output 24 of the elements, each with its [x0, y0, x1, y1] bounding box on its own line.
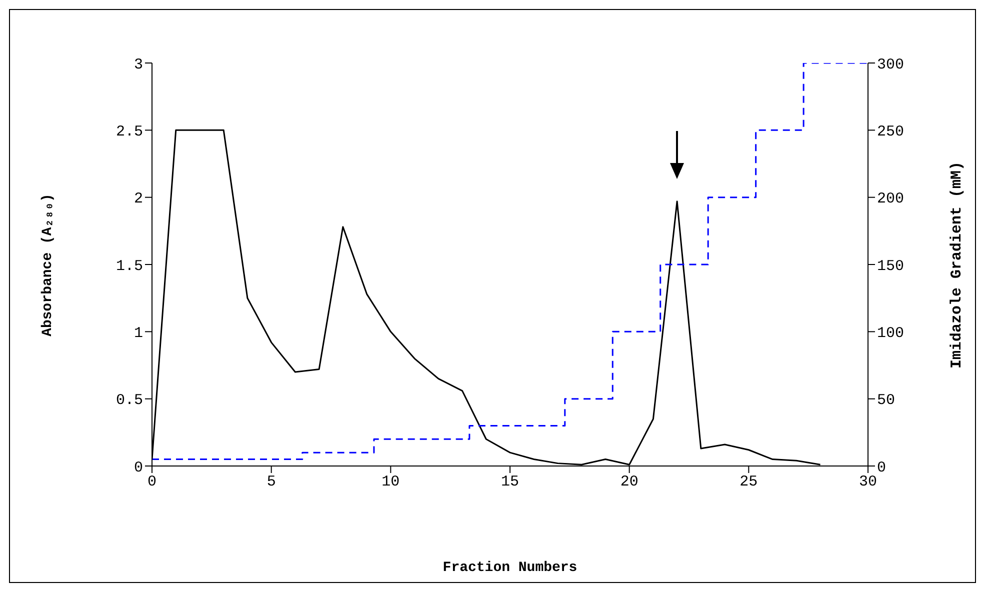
x-tick-label: 20: [620, 474, 638, 491]
x-tick-label: 15: [500, 474, 520, 491]
y-tick-label: 2: [134, 190, 143, 208]
y-tick-label: 0.5: [116, 392, 143, 410]
y2-tick-label: 150: [877, 258, 904, 275]
y2-tick-label: 200: [877, 190, 904, 208]
x-axis-title: Fraction Numbers: [442, 560, 578, 576]
y2-tick-label: 100: [877, 324, 904, 342]
x-tick-label: 30: [858, 474, 878, 491]
x-tick-label: 10: [382, 474, 400, 491]
y2-tick-label: 250: [877, 123, 904, 140]
y-tick-label: 1: [134, 324, 143, 342]
x-tick-label: 25: [740, 474, 758, 491]
y-tick-label: 2.5: [116, 123, 143, 140]
y2-tick-label: 300: [877, 56, 904, 74]
y-tick-label: 1.5: [116, 258, 143, 275]
y-axis-title: Absorbance (A₂₈₀): [40, 193, 56, 336]
y-tick-label: 3: [134, 56, 143, 74]
y-tick-label: 0: [134, 459, 143, 476]
x-tick-label: 0: [147, 474, 157, 491]
x-tick-label: 5: [266, 474, 276, 491]
y2-tick-label: 0: [877, 459, 886, 476]
y2-tick-label: 50: [877, 392, 896, 410]
y2-axis-title: Imidazole Gradient (mM): [948, 160, 966, 368]
